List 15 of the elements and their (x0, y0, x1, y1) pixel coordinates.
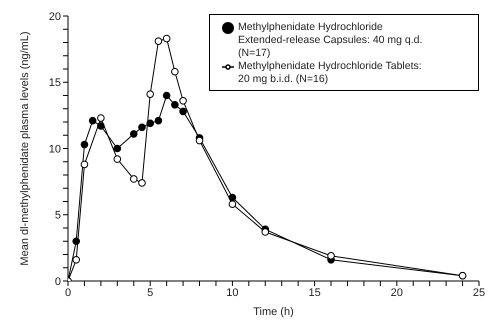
legend-label: Methylphenidate Hydrochloride Extended-release Capsules: 40 mg q.d. (N=17) (238, 21, 424, 60)
y-tick-label: 10 (48, 143, 61, 156)
y-tick-label: 5 (54, 210, 61, 222)
y-tick-label: 15 (48, 77, 61, 90)
y-tick-label: 0 (54, 276, 61, 288)
x-tick-label: 5 (147, 286, 154, 299)
x-tick-label: 0 (64, 286, 72, 299)
legend-label: Methylphenidate Hydrochloride Tablets: 20 mg b.i.d. (N=16) (238, 60, 423, 86)
x-tick-label: 25 (472, 286, 486, 299)
x-tick-label: 10 (226, 286, 239, 299)
y-tick-label: 20 (48, 10, 61, 23)
x-tick-label: 20 (390, 286, 403, 299)
x-axis-title: Time (h) (253, 306, 294, 318)
x-tick-label: 15 (308, 286, 321, 299)
y-axis-title: Mean dl-methylphenidate plasma levels (ng/mL) (18, 31, 31, 266)
